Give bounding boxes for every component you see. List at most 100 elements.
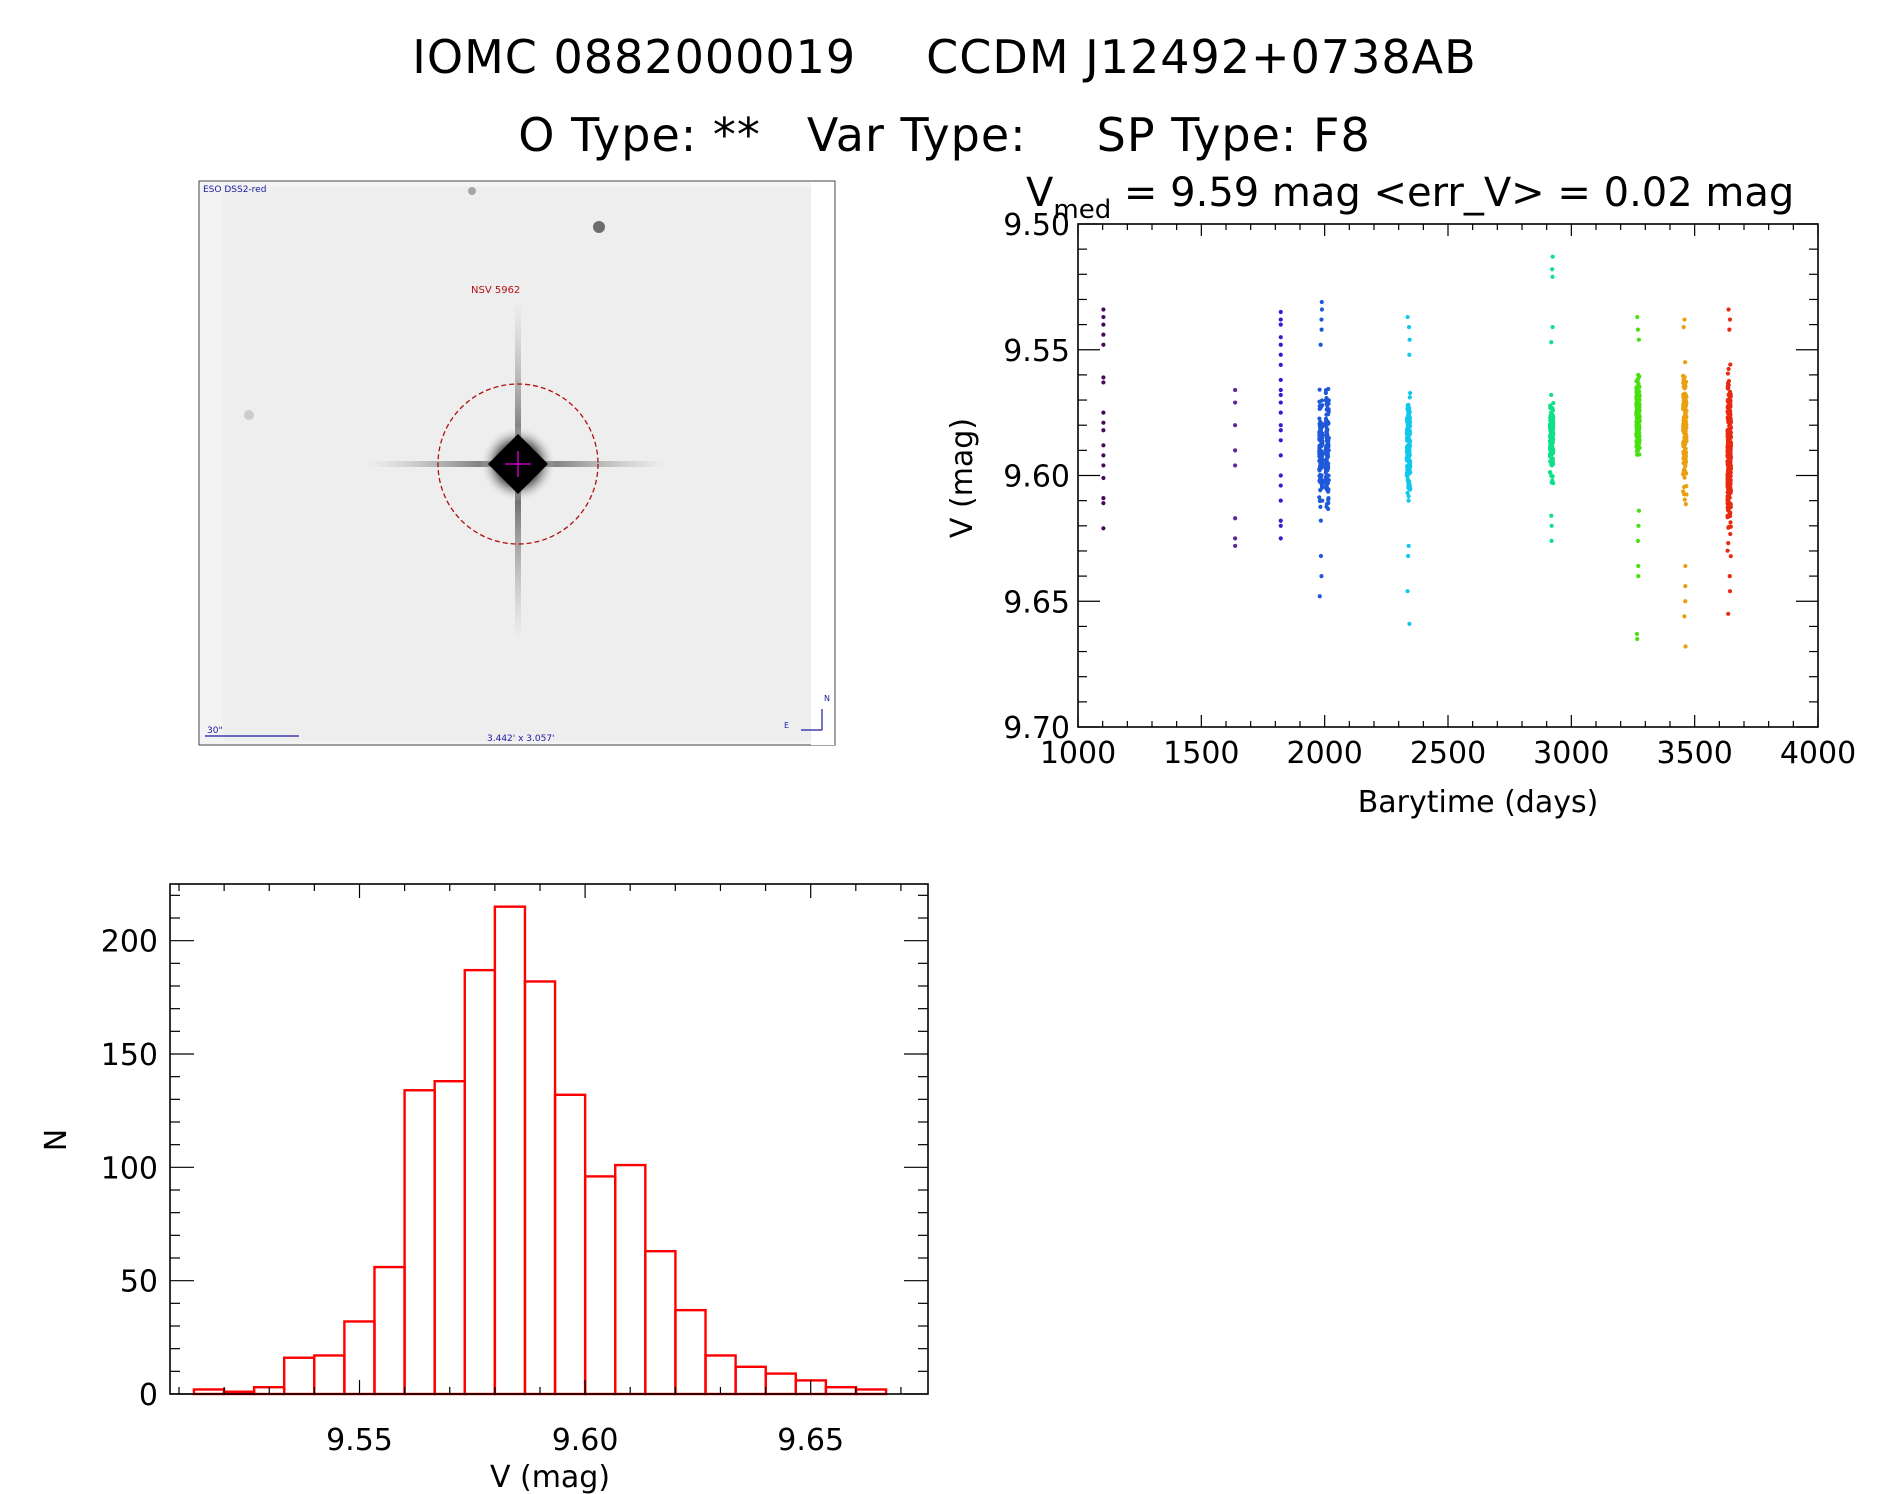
lightcurve-point xyxy=(1726,443,1731,448)
lightcurve-point xyxy=(1635,395,1641,400)
lightcurve-point xyxy=(1728,452,1733,457)
lightcurve-point xyxy=(1318,456,1324,461)
lightcurve-point xyxy=(1636,419,1641,424)
lightcurve-point xyxy=(1636,438,1641,443)
lightcurve-point xyxy=(1726,429,1731,434)
lightcurve-point xyxy=(1318,473,1323,479)
lightcurve-point xyxy=(1325,444,1330,450)
lightcurve-point xyxy=(1725,399,1730,404)
lightcurve-point xyxy=(1278,317,1283,322)
lightcurve-point xyxy=(1683,423,1688,428)
lightcurve-point xyxy=(1406,480,1411,485)
lightcurve-point xyxy=(1320,440,1325,445)
lightcurve-point xyxy=(1726,460,1731,466)
lightcurve-point xyxy=(1682,454,1687,459)
lightcurve-point xyxy=(1406,459,1412,464)
lightcurve-point xyxy=(1318,433,1323,438)
lightcurve-point xyxy=(1684,401,1689,406)
lightcurve-point xyxy=(1726,440,1731,445)
lightcurve-point xyxy=(1323,460,1329,465)
lightcurve-point xyxy=(1317,452,1322,457)
lightcurve-point xyxy=(1324,463,1329,469)
lightcurve-point xyxy=(1407,438,1412,443)
lightcurve-point xyxy=(1683,433,1689,438)
lightcurve-point xyxy=(1683,393,1689,398)
lightcurve-point xyxy=(1725,449,1730,454)
lightcurve-point xyxy=(1726,451,1731,456)
lightcurve-point xyxy=(1728,480,1733,485)
lightcurve-point xyxy=(1233,448,1238,453)
lightcurve-point xyxy=(1725,494,1730,499)
lightcurve-point xyxy=(1407,438,1412,443)
lightcurve-point xyxy=(1728,420,1733,425)
lightcurve-point xyxy=(1726,453,1731,458)
lightcurve-point xyxy=(1637,414,1642,419)
lightcurve-point xyxy=(1725,497,1730,502)
lightcurve-point xyxy=(1550,425,1555,430)
lightcurve-point xyxy=(1728,473,1733,479)
lightcurve-point xyxy=(1323,419,1329,424)
lightcurve-point xyxy=(1634,416,1639,421)
lightcurve-point xyxy=(1636,441,1641,446)
lightcurve-point xyxy=(1728,472,1733,477)
lightcurve-point xyxy=(1549,444,1554,450)
lightcurve-point xyxy=(1324,501,1330,507)
lightcurve-point xyxy=(1550,425,1556,431)
lightcurve-point xyxy=(1636,391,1642,396)
lightcurve-point xyxy=(1683,429,1688,434)
lightcurve-point xyxy=(1727,442,1733,447)
lightcurve-point xyxy=(1635,391,1641,396)
lightcurve-point xyxy=(1548,437,1554,442)
lightcurve-point xyxy=(1549,392,1554,398)
lightcurve-point xyxy=(1550,416,1556,421)
lightcurve-point xyxy=(1550,325,1555,330)
lightcurve-point xyxy=(1406,452,1411,458)
lightcurve-point xyxy=(1548,403,1553,408)
lightcurve-point xyxy=(1325,478,1331,484)
y-tick-label: 9.60 xyxy=(1003,460,1070,495)
lightcurve-point xyxy=(1318,451,1323,456)
lightcurve-point xyxy=(1326,421,1331,426)
lightcurve-point xyxy=(1318,464,1323,469)
lightcurve-point xyxy=(1278,342,1283,347)
lightcurve-point xyxy=(1549,417,1555,423)
lightcurve-point xyxy=(1635,445,1641,450)
lightcurve-point xyxy=(1683,644,1688,649)
lightcurve-point xyxy=(1406,459,1411,464)
lightcurve-point xyxy=(1634,419,1639,424)
lightcurve-point xyxy=(1549,430,1554,435)
lightcurve-point xyxy=(1326,401,1331,406)
lightcurve-point xyxy=(1635,636,1640,642)
lightcurve-point xyxy=(1278,387,1283,393)
lightcurve-point xyxy=(1728,455,1734,461)
lightcurve-point xyxy=(1549,480,1554,485)
lightcurve-point xyxy=(1324,429,1330,435)
fov-label: 3.442' x 3.057' xyxy=(487,734,555,744)
lightcurve-point xyxy=(1681,380,1687,385)
lightcurve-point xyxy=(1636,508,1642,513)
lightcurve-point xyxy=(1547,426,1553,431)
histogram-bar xyxy=(403,1089,436,1396)
lightcurve-point xyxy=(1548,459,1553,464)
lightcurve-point xyxy=(1727,397,1732,402)
lightcurve-point xyxy=(1550,445,1555,450)
lightcurve-point xyxy=(1551,414,1556,420)
lightcurve-point xyxy=(1636,420,1641,425)
lightcurve-point xyxy=(1405,436,1410,441)
lightcurve-point xyxy=(1407,395,1412,400)
lightcurve-point xyxy=(1549,432,1554,437)
lightcurve-point xyxy=(1405,478,1410,483)
lightcurve-point xyxy=(1549,426,1554,431)
lightcurve-point xyxy=(1727,397,1732,402)
lightcurve-point xyxy=(1634,415,1640,420)
lightcurve-point xyxy=(1726,479,1732,484)
lightcurve-point xyxy=(1681,427,1686,433)
lightcurve-point xyxy=(1318,452,1324,457)
lightcurve-point xyxy=(1726,447,1731,452)
lightcurve-point xyxy=(1407,438,1412,443)
lightcurve-point xyxy=(1726,366,1731,372)
lightcurve-point xyxy=(1726,430,1731,436)
lightcurve-point xyxy=(1319,473,1324,478)
lightcurve-point xyxy=(1319,307,1325,312)
lightcurve-point xyxy=(1726,514,1731,519)
